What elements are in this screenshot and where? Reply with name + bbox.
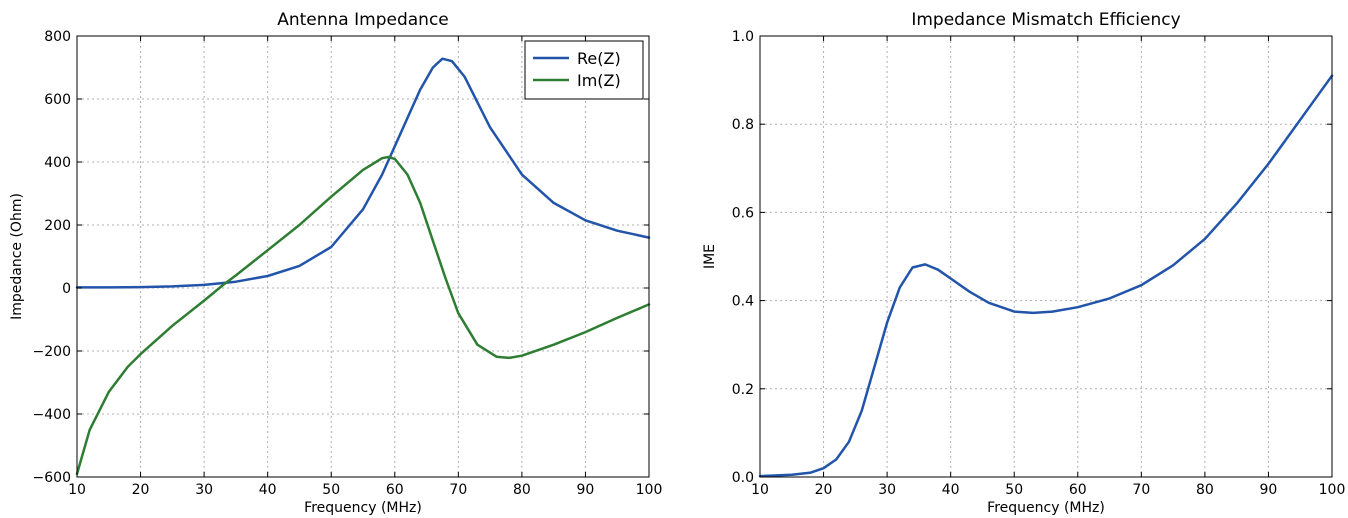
x-tick-label: 20	[815, 482, 833, 498]
y-tick-label: 0	[62, 281, 71, 297]
legend-label: Re(Z)	[577, 49, 621, 68]
plot-frame	[759, 35, 1333, 478]
x-tick-label: 20	[132, 482, 150, 498]
x-tick-label: 90	[1260, 482, 1278, 498]
y-tick-label: −400	[33, 407, 71, 423]
y-tick-label: 1.0	[732, 29, 754, 45]
y-tick-label: 200	[44, 218, 71, 234]
x-tick-label: 10	[751, 482, 769, 498]
chart-1: 10 20 30 40 50 60 70 80 90 100 −600 −400 −200 0 200 400…	[9, 10, 662, 516]
x-tick-label: 30	[878, 482, 896, 498]
x-tick-label: 30	[195, 482, 213, 498]
x-tick-label: 80	[1196, 482, 1214, 498]
x-tick-label: 40	[259, 482, 277, 498]
grid	[77, 36, 649, 477]
grid	[760, 36, 1332, 477]
x-tick-label: 60	[386, 482, 404, 498]
series-line-1	[758, 74, 1334, 478]
y-axis-label: IME	[702, 244, 718, 269]
y-tick-label: 0.2	[732, 382, 754, 398]
x-tick-label: 10	[68, 482, 86, 498]
y-tick-label: 0.0	[732, 470, 754, 486]
legend-box	[524, 40, 644, 100]
y-tick-label: 800	[44, 29, 71, 45]
chart-2: 10 20 30 40 50 60 70 80 90 100 0.0 0.2 0.4 0.6 0.8 1.0 I…	[702, 10, 1345, 516]
x-tick-label: 80	[513, 482, 531, 498]
y-tick-label: 0.4	[732, 294, 754, 310]
x-tick-label: 40	[942, 482, 960, 498]
x-tick-label: 70	[449, 482, 467, 498]
x-tick-label: 60	[1069, 482, 1087, 498]
x-tick-label: 100	[636, 482, 663, 498]
x-tick-label: 70	[1132, 482, 1150, 498]
y-tick-label: 0.6	[732, 205, 754, 221]
series-line-im-z-	[75, 155, 651, 476]
x-axis-label: Frequency (MHz)	[987, 500, 1105, 516]
chart-title: Impedance Mismatch Efficiency	[911, 10, 1180, 30]
x-axis-label: Frequency (MHz)	[304, 500, 422, 516]
y-tick-label: 0.8	[732, 117, 754, 133]
legend-label: Im(Z)	[577, 71, 621, 90]
y-axis-label: Impedance (Ohm)	[9, 193, 25, 320]
chart-title: Antenna Impedance	[277, 10, 449, 30]
y-tick-label: 600	[44, 92, 71, 108]
y-tick-label: −600	[33, 470, 71, 486]
x-tick-label: 100	[1319, 482, 1346, 498]
y-tick-label: 400	[44, 155, 71, 171]
legend: Re(Z) Im(Z)	[524, 40, 644, 100]
series-line-re-z-	[75, 57, 651, 289]
x-tick-label: 50	[322, 482, 340, 498]
plot-frame	[76, 35, 650, 478]
x-tick-label: 50	[1005, 482, 1023, 498]
x-tick-label: 90	[577, 482, 595, 498]
y-tick-label: −200	[33, 344, 71, 360]
